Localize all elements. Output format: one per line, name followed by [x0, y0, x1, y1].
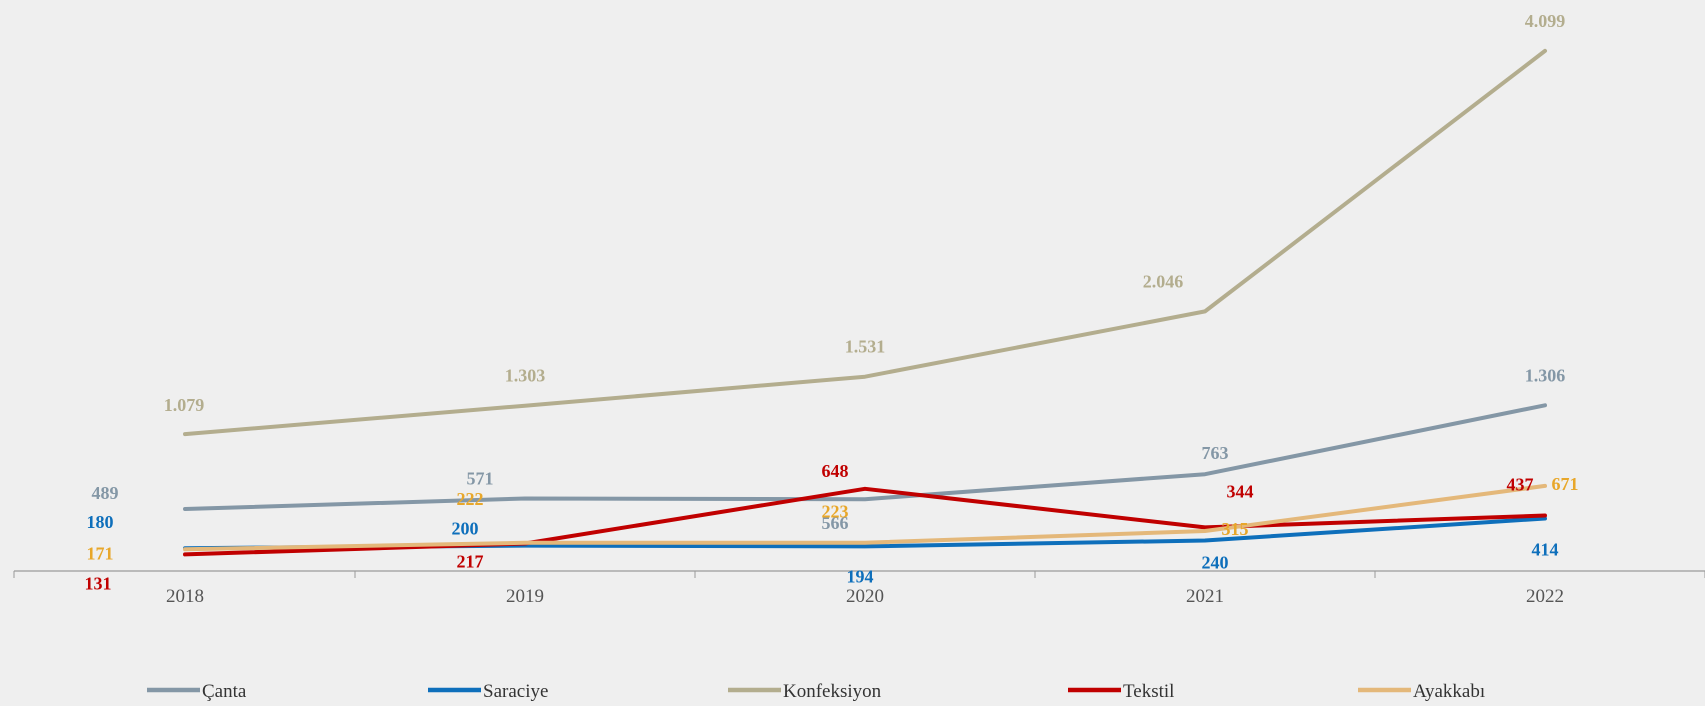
legend-item-tekstil[interactable]: Tekstil: [1068, 681, 1174, 702]
data-label-tekstil: 217: [457, 551, 484, 571]
legend-item-ayakkabi[interactable]: Ayakkabı: [1358, 681, 1485, 702]
legend-label: Ayakkabı: [1413, 681, 1485, 702]
data-label-saraciye: 200: [452, 519, 479, 539]
data-label-ayakkabi: 671: [1552, 474, 1579, 494]
data-label-tekstil: 344: [1227, 481, 1254, 501]
data-label-canta: 763: [1202, 443, 1229, 463]
legend-item-canta[interactable]: Çanta: [147, 681, 247, 702]
series-line-tekstil: [183, 486, 1547, 557]
x-axis: 2018 2019 2020 2021 2022: [13, 570, 1705, 607]
x-tick-label: 2022: [1526, 586, 1564, 607]
data-label-canta: 566: [822, 513, 849, 533]
x-tick-label: 2020: [846, 586, 884, 607]
legend-item-saraciye[interactable]: Saraciye: [428, 681, 548, 702]
x-tick-label: 2021: [1186, 586, 1224, 607]
data-label-konfeksiyon: 1.531: [845, 337, 886, 357]
legend[interactable]: Çanta Saraciye Konfeksiyon Tekstil Ayakkabı: [147, 681, 1485, 702]
legend-label: Tekstil: [1123, 681, 1174, 702]
data-label-canta: 1.306: [1525, 365, 1566, 385]
data-label-ayakkabi: 223: [822, 502, 849, 522]
data-label-konfeksiyon: 1.303: [505, 366, 546, 386]
data-label-saraciye: 194: [847, 566, 874, 586]
data-labels: 489 571 566 763 1.306 180 200 194 240 414 1.079 1.3…: [85, 11, 1579, 593]
data-label-canta: 489: [92, 483, 119, 503]
series-line-canta: [183, 403, 1547, 511]
data-label-konfeksiyon: 1.079: [164, 395, 205, 415]
data-label-tekstil: 131: [85, 573, 112, 593]
data-label-tekstil: 648: [822, 461, 849, 481]
data-label-canta: 571: [467, 469, 494, 489]
legend-label: Konfeksiyon: [783, 681, 882, 702]
legend-item-konfeksiyon[interactable]: Konfeksiyon: [728, 681, 882, 702]
series-line-konfeksiyon: [183, 48, 1547, 437]
data-label-ayakkabi: 222: [457, 489, 484, 509]
x-tick-label: 2018: [166, 586, 204, 607]
data-label-saraciye: 414: [1532, 539, 1559, 559]
x-tick-label: 2019: [506, 586, 544, 607]
data-label-konfeksiyon: 2.046: [1143, 271, 1184, 291]
data-label-tekstil: 437: [1507, 475, 1534, 495]
data-label-ayakkabi: 171: [87, 543, 114, 563]
data-label-saraciye: 180: [87, 512, 114, 532]
series-lines: [183, 48, 1547, 557]
series-line-ayakkabi: [183, 483, 1547, 552]
data-label-saraciye: 240: [1202, 553, 1229, 573]
legend-label: Saraciye: [483, 681, 548, 702]
legend-label: Çanta: [202, 681, 247, 702]
data-label-konfeksiyon: 4.099: [1525, 11, 1566, 31]
data-label-ayakkabi: 315: [1222, 519, 1249, 539]
